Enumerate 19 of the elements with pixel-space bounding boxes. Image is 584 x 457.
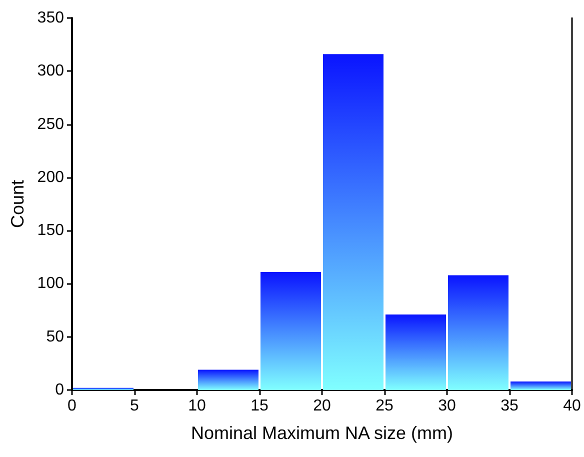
y-tick-label: 350 bbox=[37, 10, 64, 26]
x-tick-label: 5 bbox=[130, 398, 140, 414]
y-tick-label: 150 bbox=[37, 222, 64, 240]
y-tick-label: 300 bbox=[37, 62, 64, 80]
x-tick-label: 40 bbox=[563, 398, 581, 414]
y-tick-label: 50 bbox=[46, 328, 64, 346]
x-tick-label: 25 bbox=[376, 398, 394, 414]
y-tick-label: 250 bbox=[37, 116, 64, 133]
y-axis-title: Count bbox=[7, 180, 28, 228]
y-tick-label: 0 bbox=[55, 382, 64, 398]
y-tick-label: 100 bbox=[37, 275, 64, 292]
x-tick-label: 35 bbox=[500, 398, 518, 414]
x-tick-label: 15 bbox=[250, 398, 268, 414]
x-tick-label: 0 bbox=[68, 398, 77, 414]
x-axis-title: Nominal Maximum NA size (mm) bbox=[190, 423, 454, 443]
x-tick-label: 30 bbox=[438, 398, 456, 414]
x-tick-label: 10 bbox=[188, 398, 206, 414]
y-tick-label: 200 bbox=[37, 168, 64, 186]
x-tick-label: 20 bbox=[313, 398, 331, 414]
